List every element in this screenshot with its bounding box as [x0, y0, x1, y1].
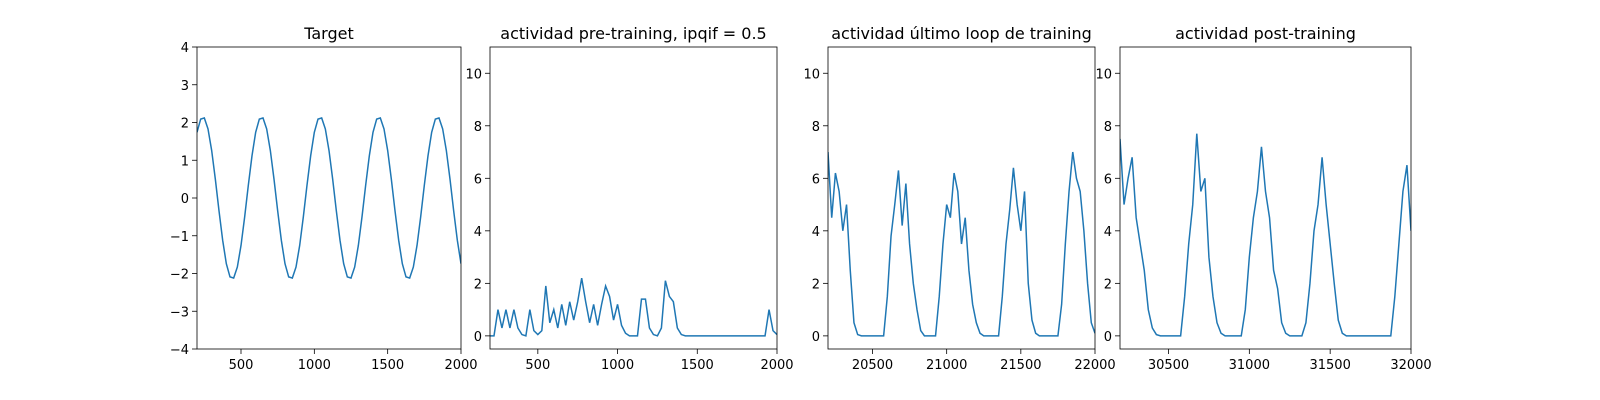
y-tick-label: −2	[170, 268, 189, 283]
y-tick-label: 4	[474, 225, 482, 240]
y-tick-label: 10	[1095, 67, 1112, 82]
y-tick-label: 6	[1104, 172, 1112, 187]
y-tick-label: 4	[812, 225, 820, 240]
subplot: actividad post-training 30500 31000 31500 32…	[1095, 24, 1431, 373]
x-tick-label: 31000	[1229, 358, 1270, 373]
subplot-title: actividad último loop de training	[831, 24, 1092, 43]
subplot-title: actividad pre-training, ipqif = 0.5	[500, 24, 766, 43]
axes-frame	[827, 46, 1096, 350]
y-tick-label: 8	[474, 120, 482, 135]
y-tick-label: 3	[181, 79, 189, 94]
y-tick-label: 10	[803, 67, 820, 82]
axes-frame	[1119, 46, 1412, 350]
y-tick-label: 6	[474, 172, 482, 187]
x-tick-label: 21500	[1000, 358, 1041, 373]
subplot-title: actividad post-training	[1175, 24, 1356, 43]
y-tick-label: 1	[181, 154, 189, 169]
y-tick-label: 4	[181, 41, 189, 56]
subplot-title: Target	[303, 24, 354, 43]
x-tick-label: 1000	[298, 358, 331, 373]
y-tick-label: 0	[812, 330, 820, 345]
y-tick-label: 2	[1104, 277, 1112, 292]
x-tick-label: 22000	[1074, 358, 1115, 373]
y-tick-label: 0	[1104, 330, 1112, 345]
y-tick-label: 0	[181, 192, 189, 207]
subplot: Target 500 1000 1500 2000 −4 −3 −2 −1 0 1 2 3 4	[170, 24, 478, 373]
data-line	[197, 117, 461, 279]
y-tick-label: 4	[1104, 225, 1112, 240]
y-tick-label: −1	[170, 230, 189, 245]
x-tick-label: 30500	[1148, 358, 1189, 373]
data-line	[828, 151, 1095, 337]
y-tick-label: −4	[170, 343, 189, 358]
x-tick-label: 500	[525, 358, 550, 373]
y-tick-label: 2	[812, 277, 820, 292]
y-tick-label: 6	[812, 172, 820, 187]
data-line	[1120, 133, 1411, 337]
y-tick-label: −3	[170, 305, 189, 320]
y-tick-label: 10	[465, 67, 482, 82]
x-tick-label: 31500	[1309, 358, 1350, 373]
x-tick-label: 500	[229, 358, 254, 373]
x-tick-label: 21000	[926, 358, 967, 373]
x-tick-label: 32000	[1390, 358, 1431, 373]
axes-frame	[489, 46, 778, 350]
y-tick-label: 2	[181, 117, 189, 132]
y-tick-label: 8	[812, 120, 820, 135]
y-tick-label: 2	[474, 277, 482, 292]
y-tick-label: 8	[1104, 120, 1112, 135]
y-tick-label: 0	[474, 330, 482, 345]
x-tick-label: 2000	[444, 358, 477, 373]
subplot: actividad pre-training, ipqif = 0.5 500 10…	[465, 24, 793, 373]
x-tick-label: 20500	[852, 358, 893, 373]
x-tick-label: 1000	[601, 358, 634, 373]
data-line	[490, 277, 777, 337]
axes-frame	[196, 46, 462, 350]
x-tick-label: 1500	[681, 358, 714, 373]
x-tick-label: 1500	[371, 358, 404, 373]
x-tick-label: 2000	[760, 358, 793, 373]
